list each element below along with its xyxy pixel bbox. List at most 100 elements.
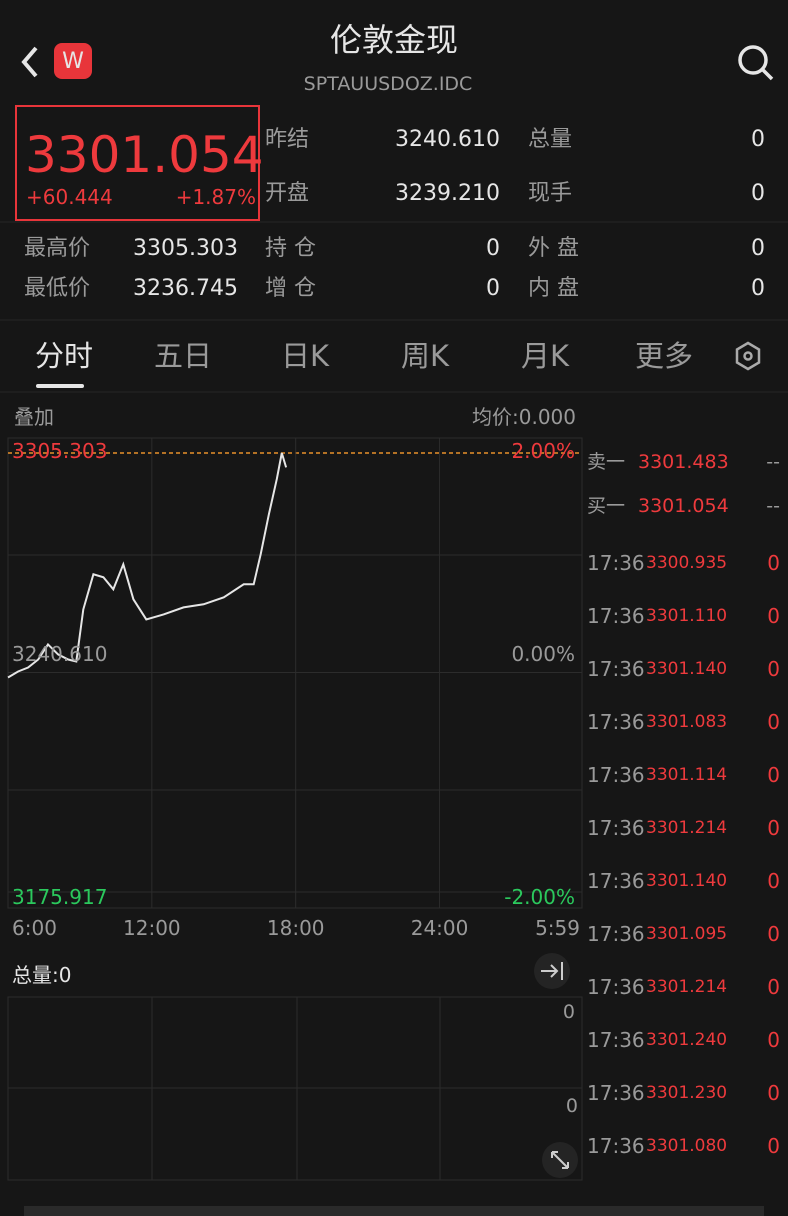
trade-volume: 0 (767, 604, 780, 628)
trade-volume: 0 (767, 975, 780, 999)
stat-label: 昨结 (265, 127, 310, 152)
search-handle (761, 68, 774, 81)
trade-time: 17:36 (587, 869, 645, 893)
trade-time: 17:36 (587, 763, 645, 787)
avg-label: 均价:0.000 (472, 405, 576, 429)
code: SPTAUUSDOZ.IDC (303, 72, 473, 95)
trade-volume: 0 (767, 922, 780, 946)
trade-price: 3301.095 (646, 923, 728, 944)
stat-value: 0 (751, 236, 765, 261)
trade-time: 17:36 (587, 657, 645, 681)
pct-label: -2.00% (504, 885, 575, 909)
stat-label: 增 仓 (265, 276, 316, 301)
book-price: 3301.483 (638, 450, 729, 473)
x-tick-label: 12:00 (123, 916, 181, 940)
tab[interactable]: 五日 (153, 338, 213, 373)
scrollbar (24, 1206, 764, 1216)
stat-label: 持 仓 (265, 236, 316, 261)
pct-label: 2.00% (511, 439, 575, 463)
trade-volume: 0 (767, 710, 780, 734)
tab-indicator (36, 384, 84, 388)
title: 伦敦金现 (329, 21, 459, 59)
tab[interactable]: 周K (400, 338, 450, 373)
trade-volume: 0 (767, 1081, 780, 1105)
x-tick-label: 5:59 (535, 916, 580, 940)
trade-time: 17:36 (587, 975, 645, 999)
overlay-label: 叠加 (14, 405, 54, 429)
trade-volume: 0 (767, 763, 780, 787)
stat-value: 0 (486, 236, 500, 261)
price-line (7, 452, 288, 679)
change-pct: +1.87% (175, 185, 256, 209)
y-tick-label: 3175.917 (12, 885, 108, 909)
trade-time: 17:36 (587, 1134, 645, 1158)
x-tick-label: 6:00 (12, 916, 57, 940)
trade-time: 17:36 (587, 710, 645, 734)
y-tick-label: 3305.303 (12, 439, 108, 463)
stat-label: 最高价 (24, 236, 91, 261)
y-tick-label: 3240.610 (12, 641, 108, 666)
trade-price: 3300.935 (646, 552, 728, 573)
trade-time: 17:36 (587, 1028, 645, 1052)
trade-volume: 0 (767, 869, 780, 893)
stat-value: 3240.610 (395, 127, 500, 152)
stat-label: 开盘 (265, 181, 310, 206)
volume-label: 总量:0 (12, 963, 72, 987)
trade-volume: 0 (767, 1134, 780, 1158)
book-price: 3301.054 (638, 494, 729, 517)
trade-price: 3301.083 (646, 711, 728, 732)
trade-price: 3301.230 (646, 1082, 728, 1103)
change: +60.444 (26, 185, 113, 209)
stat-label: 现手 (528, 181, 573, 206)
settings-icon[interactable] (735, 341, 761, 371)
tab[interactable]: 分时 (34, 338, 94, 373)
trade-price: 3301.140 (646, 658, 728, 679)
trade-volume: 0 (767, 551, 780, 575)
trade-volume: 0 (767, 657, 780, 681)
badge (54, 43, 92, 79)
book-volume: -- (766, 494, 780, 517)
stat-label: 外 盘 (528, 236, 579, 261)
volume-tick: 0 (562, 1000, 575, 1023)
trade-volume: 0 (767, 1028, 780, 1052)
pct-label: 0.00% (511, 641, 575, 666)
price-box (15, 105, 260, 221)
trade-price: 3301.214 (646, 976, 728, 997)
volume-tick: 0 (565, 1094, 578, 1117)
stat-value: 0 (751, 127, 765, 152)
stat-value: 3236.745 (133, 276, 238, 301)
book-label: 卖一 (587, 450, 626, 473)
search-icon[interactable] (738, 45, 768, 75)
trade-time: 17:36 (587, 551, 645, 575)
stat-value: 0 (751, 181, 765, 206)
tab[interactable]: 日K (280, 338, 330, 373)
stat-label: 内 盘 (528, 276, 579, 301)
x-tick-label: 18:00 (266, 916, 325, 940)
stat-value: 0 (751, 276, 765, 301)
book-label: 买一 (587, 494, 626, 517)
last-price: 3301.054 (25, 126, 264, 184)
trade-time: 17:36 (587, 1081, 645, 1105)
settings-dot (743, 351, 753, 361)
trade-price: 3301.214 (646, 817, 728, 838)
trade-price: 3301.080 (646, 1135, 728, 1156)
book-volume: -- (766, 450, 780, 473)
trade-time: 17:36 (587, 816, 645, 840)
stat-value: 0 (486, 276, 500, 301)
stat-value: 3305.303 (133, 236, 238, 261)
collapse-icon (541, 962, 563, 980)
trade-price: 3301.110 (646, 605, 728, 626)
tab[interactable]: 月K (520, 338, 570, 373)
trade-price: 3301.114 (646, 764, 728, 785)
stat-value: 3239.210 (395, 181, 500, 206)
stat-label: 总量 (528, 127, 573, 152)
x-tick-label: 24:00 (410, 916, 469, 940)
badge-text: W (62, 49, 84, 74)
back-icon[interactable] (21, 46, 38, 78)
trade-volume: 0 (767, 816, 780, 840)
tab[interactable]: 更多 (634, 338, 694, 373)
trade-price: 3301.140 (646, 870, 728, 891)
stat-label: 最低价 (24, 276, 91, 301)
